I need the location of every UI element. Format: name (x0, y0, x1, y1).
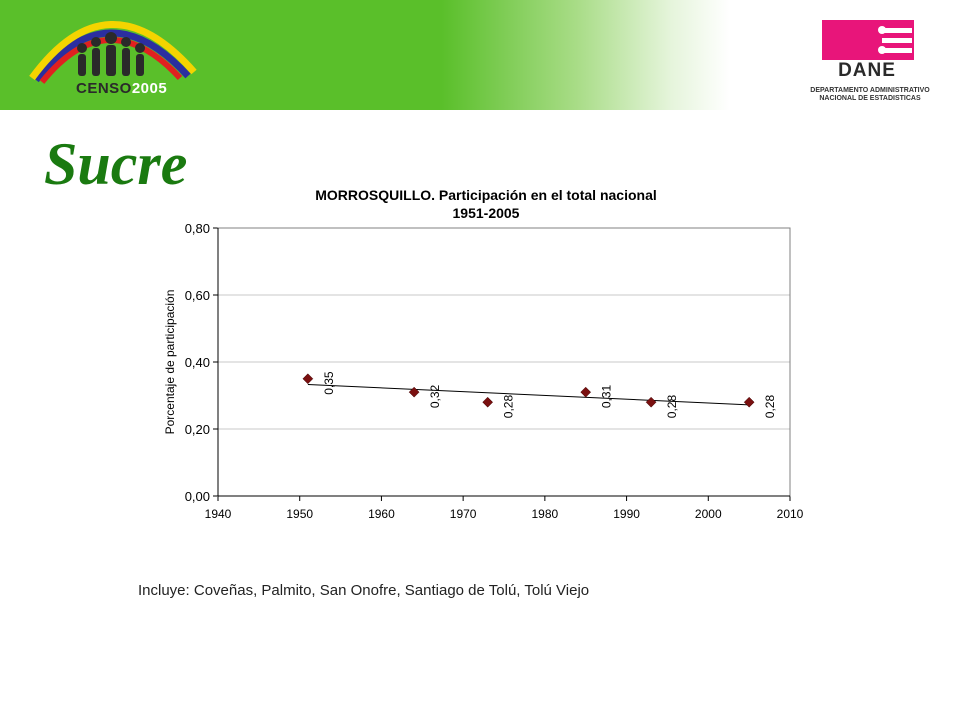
x-tick-label: 1940 (205, 507, 232, 521)
dane-logo-mark (822, 20, 914, 60)
data-point (408, 386, 420, 398)
data-label: 0,28 (502, 395, 516, 419)
x-tick-label: 1980 (532, 507, 559, 521)
data-label: 0,28 (763, 395, 777, 419)
dane-org-line-2: NACIONAL DE ESTADISTICAS (819, 95, 921, 102)
y-tick-label: 0,40 (185, 355, 210, 370)
x-tick-label: 1960 (368, 507, 395, 521)
x-tick-label: 1950 (286, 507, 313, 521)
footnote: Incluye: Coveñas, Palmito, San Onofre, S… (138, 582, 590, 599)
y-tick-label: 0,60 (185, 288, 210, 303)
data-point (645, 396, 657, 408)
censo-logo-text: CENSO2005 (76, 80, 168, 97)
y-axis-label: Porcentaje de participación (163, 290, 177, 435)
y-tick-label: 0,80 (185, 221, 210, 236)
data-point (482, 396, 494, 408)
data-label: 0,35 (322, 371, 336, 395)
x-tick-label: 2010 (777, 507, 804, 521)
censo-2005-logo (29, 21, 197, 84)
dane-org-line-1: DEPARTAMENTO ADMINISTRATIVO (810, 87, 930, 94)
header-banner (0, 0, 960, 110)
trendline (307, 383, 750, 406)
data-point (743, 396, 755, 408)
data-point (580, 386, 592, 398)
x-tick-label: 1990 (613, 507, 640, 521)
page-title: Sucre (44, 131, 188, 197)
y-tick-label: 0,00 (185, 489, 210, 504)
x-tick-label: 1970 (450, 507, 477, 521)
data-point (302, 373, 314, 385)
dane-org-name: DEPARTAMENTO ADMINISTRATIVO NACIONAL DE … (790, 87, 950, 103)
y-tick-label: 0,20 (185, 422, 210, 437)
data-label: 0,28 (665, 395, 679, 419)
chart-title: MORROSQUILLO. Participación en el total … (315, 187, 657, 203)
chart-subtitle: 1951-2005 (453, 205, 520, 221)
x-tick-label: 2000 (695, 507, 722, 521)
dane-logo-text: DANE (838, 60, 896, 81)
data-label: 0,32 (428, 384, 442, 408)
data-label: 0,31 (600, 384, 614, 408)
